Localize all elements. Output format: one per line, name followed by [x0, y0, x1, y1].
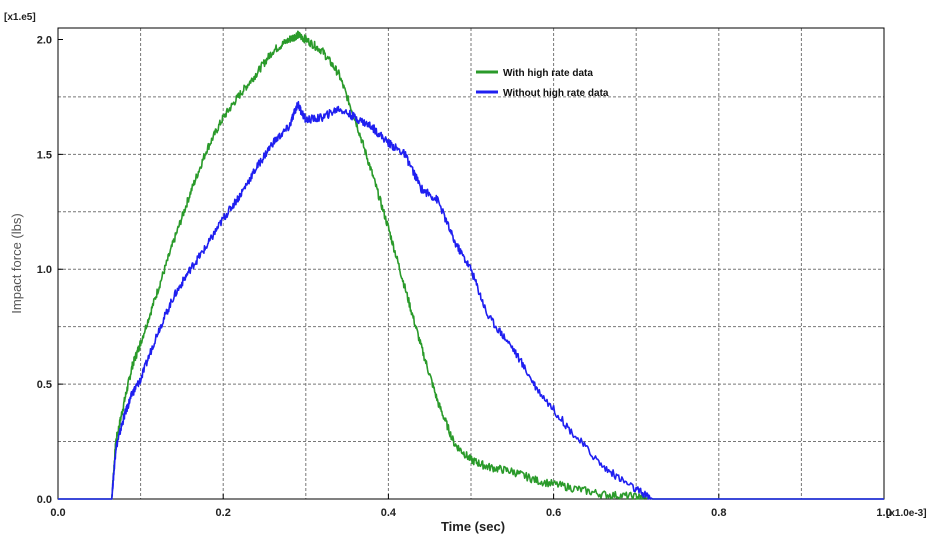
axis-ticks: 0.0 0.2 0.4 0.6 0.8 1.0 0.0 0.5 1.0 1.5 2.0 — [37, 34, 892, 519]
series-with-high-rate-data — [58, 30, 884, 500]
series-lines — [58, 30, 884, 500]
x-axis-title: Time (sec) — [441, 519, 505, 534]
x-tick-label: 0.2 — [216, 507, 231, 519]
grid-lines — [58, 28, 884, 499]
y-tick-label: 1.0 — [37, 264, 52, 276]
x-tick-label: 0.6 — [546, 507, 561, 519]
x-tick-label: 0.0 — [50, 507, 65, 519]
legend-label-without-high-rate: Without high rate data — [503, 88, 609, 99]
y-axis-title: Impact force (lbs) — [9, 213, 24, 313]
x-axis-multiplier: [x1.0e-3] — [886, 508, 927, 519]
y-tick-label: 1.5 — [37, 149, 52, 161]
legend-label-with-high-rate: With high rate data — [503, 68, 593, 79]
plot-frame — [57, 27, 885, 500]
y-tick-label: 2.0 — [37, 34, 52, 46]
x-tick-label: 0.8 — [711, 507, 726, 519]
x-tick-label: 1.0 — [876, 507, 891, 519]
y-axis-multiplier: [x1.e5] — [4, 12, 36, 23]
series-without-high-rate-data — [58, 100, 884, 500]
y-tick-label: 0.0 — [37, 494, 52, 506]
y-tick-label: 0.5 — [37, 379, 52, 391]
x-tick-label: 0.4 — [381, 507, 397, 519]
legend: With high rate data Without high rate da… — [476, 68, 609, 99]
